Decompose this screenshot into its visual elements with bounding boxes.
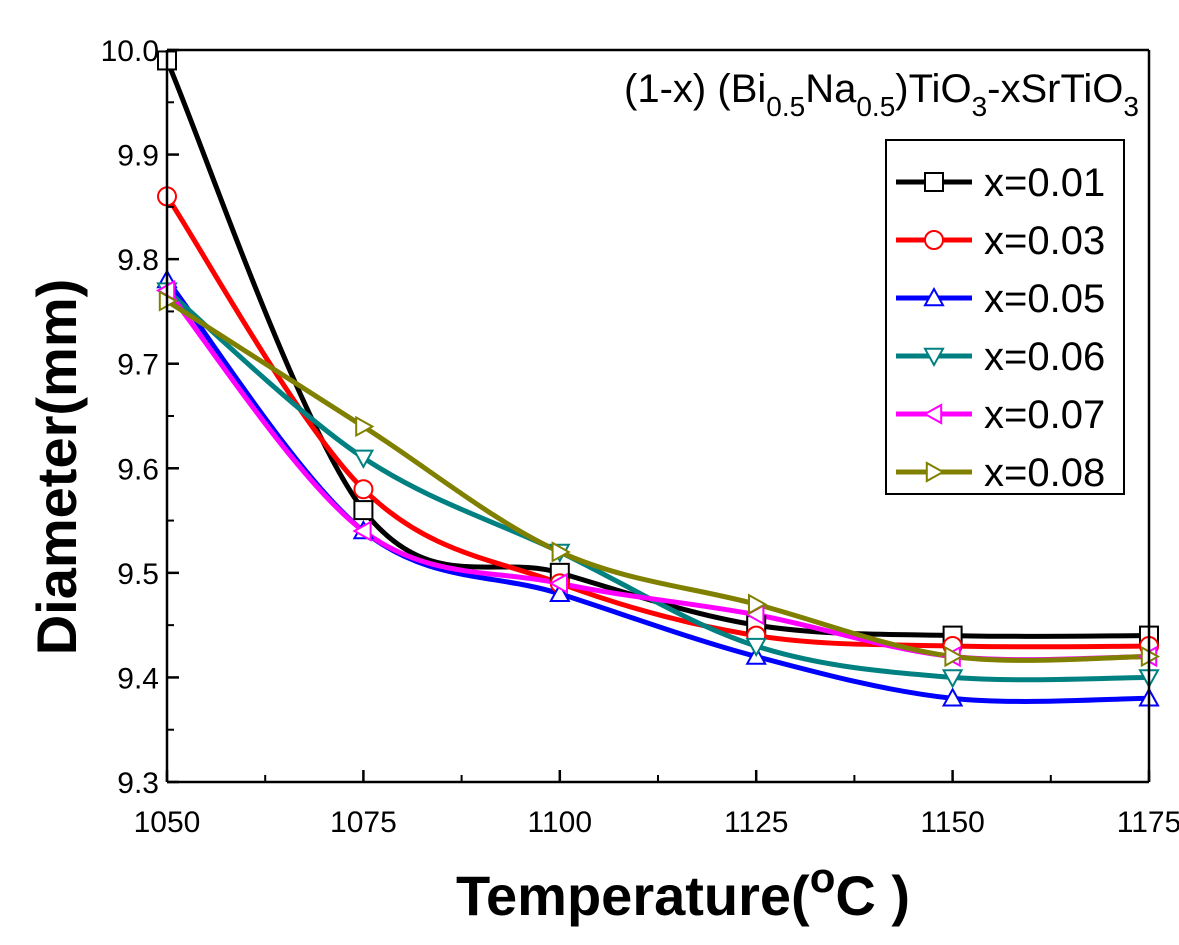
y-tick-label-9.9: 9.9 <box>117 140 159 173</box>
legend-marker-x=0.01 <box>924 172 944 192</box>
legend-marker-x=0.03 <box>924 230 944 250</box>
annotation-part: 3 <box>1123 91 1139 122</box>
point-x=0.01-1075 <box>353 500 374 521</box>
legend-marker-x=0.07 <box>922 403 943 425</box>
legend-label-x=0.06: x=0.06 <box>984 335 1105 379</box>
legend-marker-x=0.06 <box>923 347 945 368</box>
annotation-part: 0.5 <box>856 91 895 122</box>
point-x=0.05-1100 <box>549 582 571 602</box>
y-tick-label-9.7: 9.7 <box>117 349 159 382</box>
point-x=0.08-1100 <box>551 541 571 563</box>
point-x=0.07-1075 <box>352 520 372 542</box>
x-axis-title: Temperature(oC ) <box>456 854 910 928</box>
legend-box <box>885 139 1125 495</box>
legend: x=0.01 x=0.03 x=0.05 x=0.06 x=0.07 x=0.08 <box>885 139 1125 495</box>
series-line-x=0.08 <box>164 298 1152 663</box>
x-tick-label-1100: 1100 <box>528 806 593 839</box>
annotation-part: -xSrTiO <box>987 67 1123 111</box>
point-x=0.08-1075 <box>355 415 375 438</box>
point-x=0.07-1100 <box>548 572 568 595</box>
legend-label-x=0.08: x=0.08 <box>984 451 1105 495</box>
point-x=0.06-1075 <box>352 449 375 469</box>
y-tick-label-9.6: 9.6 <box>117 453 159 486</box>
chart-annotation: (1-x) (Bi0.5Na0.5)TiO3-xSrTiO3 <box>624 67 1139 122</box>
series-line-x=0.03 <box>164 193 1152 650</box>
axes <box>165 48 1151 784</box>
point-x=0.06-1150 <box>941 669 964 689</box>
legend-label-x=0.05: x=0.05 <box>984 277 1105 321</box>
legend-label-x=0.01: x=0.01 <box>984 161 1105 205</box>
x-tick-label-1050: 1050 <box>134 806 201 839</box>
x-tick-label-1125: 1125 <box>724 806 789 839</box>
annotation-part: )TiO <box>895 67 971 111</box>
y-tick-label-9.8: 9.8 <box>117 244 159 277</box>
y-tick-label-10: 10.0 <box>101 35 159 68</box>
point-x=0.08-1125 <box>748 593 768 615</box>
legend-marker-x=0.05 <box>923 286 945 307</box>
annotation-part: (1-x) (Bi <box>624 67 766 111</box>
y-tick-label-9.5: 9.5 <box>117 558 159 591</box>
annotation-part: 3 <box>972 91 988 122</box>
x-tick-label-1150: 1150 <box>920 806 985 839</box>
point-x=0.06-1125 <box>745 637 767 658</box>
point-x=0.08-1150 <box>944 645 964 668</box>
point-x=0.03-1075 <box>353 479 374 500</box>
y-tick-label-9.3: 9.3 <box>117 767 159 800</box>
legend-label-x=0.03: x=0.03 <box>984 219 1105 263</box>
y-tick-label-9.4: 9.4 <box>117 662 159 695</box>
x-axis-title-tail: C ) <box>835 864 910 927</box>
annotation-part: 0.5 <box>766 91 805 122</box>
legend-label-x=0.07: x=0.07 <box>984 393 1105 437</box>
legend-marker-x=0.08 <box>925 461 946 483</box>
tick-labels: 1050 1075 1100 1125 1150 1175 9.3 9.4 9.5 9.6 9.7 9… <box>101 35 1179 839</box>
point-x=0.05-1150 <box>941 687 964 707</box>
annotation-part: Na <box>805 67 857 111</box>
x-tick-label-1175: 1175 <box>1117 806 1179 839</box>
series-markers <box>155 50 1161 707</box>
x-tick-label-1075: 1075 <box>330 806 397 839</box>
x-axis-title-main: Temperature( <box>456 864 810 927</box>
x-axis-title-sup: o <box>810 854 836 901</box>
y-axis-title: Diameter(mm) <box>25 279 88 656</box>
